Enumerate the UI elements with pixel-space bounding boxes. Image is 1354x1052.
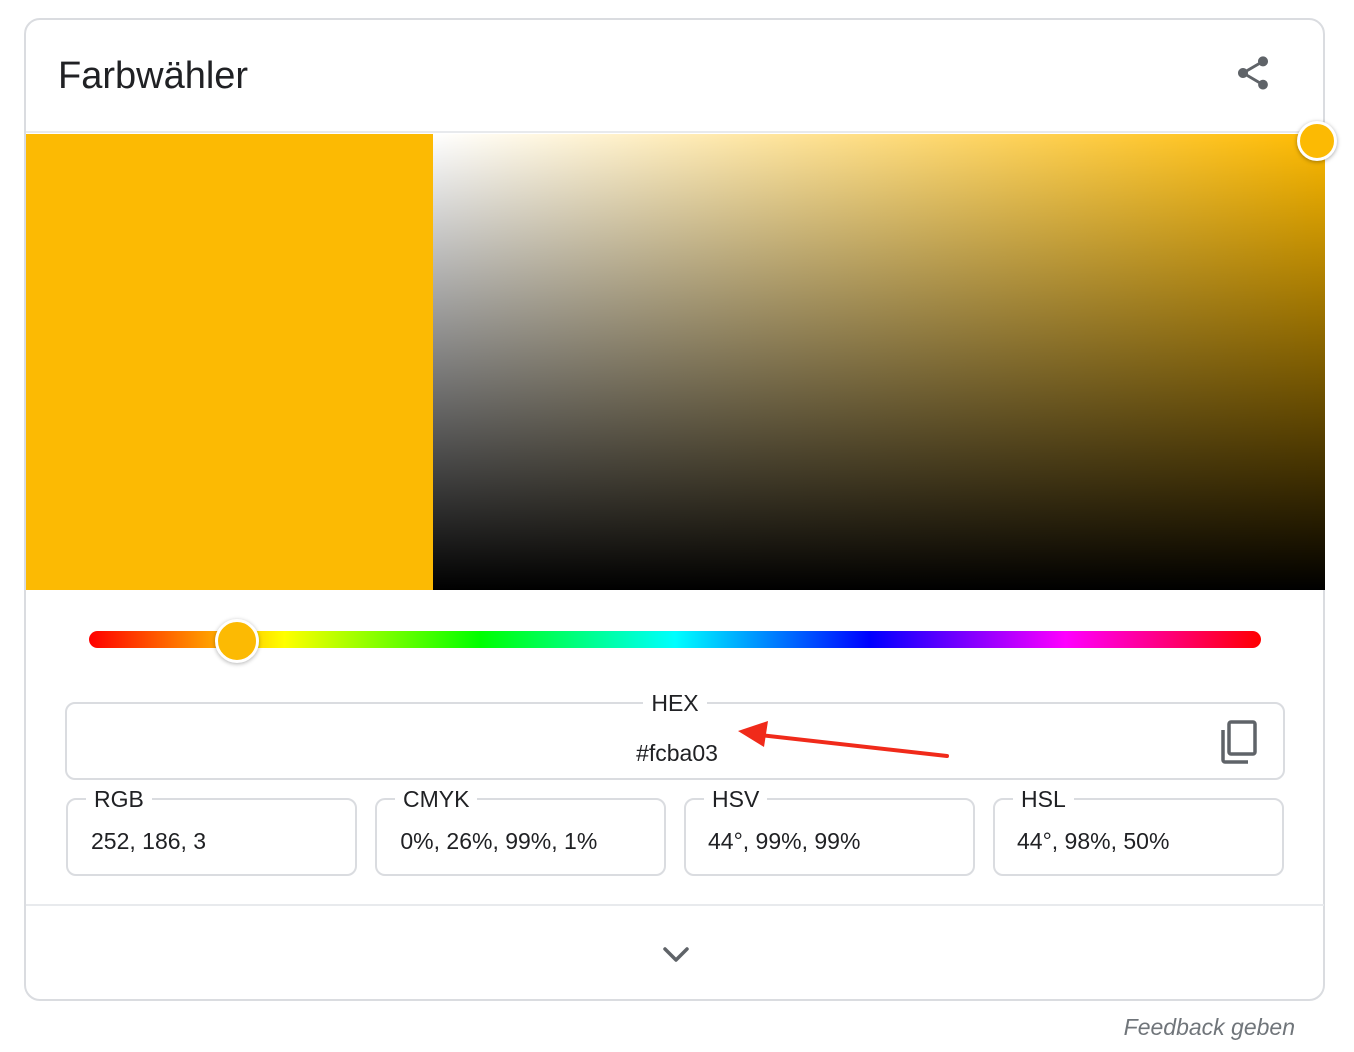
saturation-value-area[interactable]: [433, 134, 1325, 590]
share-icon: [1238, 56, 1268, 90]
rgb-value[interactable]: 252, 186, 3: [91, 828, 207, 854]
hex-label: HEX: [651, 690, 699, 716]
hsv-field[interactable]: HSV: [684, 786, 975, 876]
rgb-label: RGB: [94, 786, 144, 812]
hsl-field[interactable]: HSL: [993, 786, 1284, 876]
rgb-field[interactable]: RGB: [66, 786, 357, 876]
expand-button[interactable]: [656, 935, 696, 975]
widget-title: Farbwähler: [58, 55, 249, 97]
copy-icon: [1221, 720, 1257, 764]
header-divider: [26, 131, 1324, 133]
footer-divider: [26, 904, 1324, 906]
hue-slider[interactable]: [89, 631, 1261, 648]
hsl-label: HSL: [1021, 786, 1066, 812]
saturation-value-handle[interactable]: [1297, 121, 1337, 161]
color-preview-swatch: [26, 134, 433, 590]
hsl-value[interactable]: 44°, 98%, 50%: [1017, 828, 1170, 854]
cmyk-value[interactable]: 0%, 26%, 99%, 1%: [394, 828, 598, 854]
hsv-value[interactable]: 44°, 99%, 99%: [708, 828, 861, 854]
cmyk-field[interactable]: CMYK: [375, 786, 666, 876]
hex-field[interactable]: HEX: [65, 690, 1285, 780]
copy-button[interactable]: [1218, 718, 1262, 766]
hex-value[interactable]: #fcba03: [636, 740, 718, 766]
share-button[interactable]: [1226, 46, 1280, 100]
hue-slider-handle[interactable]: [215, 619, 259, 663]
feedback-link[interactable]: Feedback geben: [1123, 1014, 1295, 1040]
hsv-label: HSV: [712, 786, 760, 812]
cmyk-label: CMYK: [403, 786, 470, 812]
chevron-down-icon: [663, 947, 689, 962]
